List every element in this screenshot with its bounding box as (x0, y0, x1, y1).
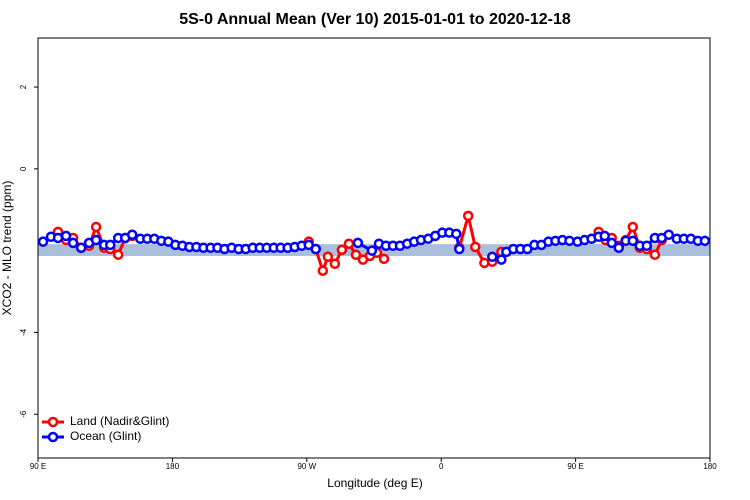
point (336, 244, 348, 256)
point (350, 249, 362, 260)
point (67, 237, 79, 249)
point (469, 241, 481, 253)
point (599, 230, 610, 242)
point (451, 228, 462, 240)
point (663, 229, 675, 240)
point (606, 237, 617, 249)
x-tick-label: 180 (703, 462, 717, 471)
legend-label: Ocean (Glint) (70, 429, 141, 443)
y-tick-label: 2 (19, 84, 28, 89)
point (627, 235, 639, 247)
point (322, 251, 334, 263)
y-axis-label: XCO2 - MLO trend (ppm) (0, 181, 14, 316)
point (52, 232, 64, 244)
x-tick-label: 0 (439, 462, 444, 471)
point (90, 221, 102, 233)
x-tick-label: 90 E (30, 462, 46, 471)
point (105, 239, 116, 251)
point (487, 251, 498, 263)
x-tick-label: 90 E (567, 462, 583, 471)
point (613, 242, 625, 254)
y-tick-label: -6 (19, 410, 28, 418)
point (310, 243, 322, 255)
point (454, 243, 465, 255)
point (90, 234, 102, 246)
point (126, 229, 138, 240)
x-tick-label: 90 W (297, 462, 316, 471)
point (112, 249, 124, 260)
x-axis-label: Longitude (deg E) (327, 476, 422, 490)
point (627, 221, 639, 233)
point (75, 242, 87, 254)
legend-marker (47, 416, 59, 428)
point (329, 258, 341, 269)
point (564, 235, 575, 247)
point (352, 237, 364, 249)
legend-marker (47, 431, 59, 443)
point (699, 235, 711, 247)
point (479, 257, 490, 269)
point (649, 249, 661, 260)
point (641, 240, 653, 252)
point (37, 236, 49, 247)
point (496, 254, 507, 265)
point (317, 265, 329, 276)
y-tick-label: 0 (19, 166, 28, 171)
point (462, 210, 474, 222)
chart-title: 5S-0 Annual Mean (Ver 10) 2015-01-01 to … (179, 11, 571, 28)
x-tick-label: 180 (166, 462, 180, 471)
point (366, 245, 378, 256)
point (343, 238, 355, 249)
point (60, 230, 72, 242)
point (378, 253, 390, 265)
plot-frame (37, 37, 711, 459)
legend-label: Land (Nadir&Glint) (70, 414, 169, 428)
y-tick-label: -4 (19, 328, 28, 336)
